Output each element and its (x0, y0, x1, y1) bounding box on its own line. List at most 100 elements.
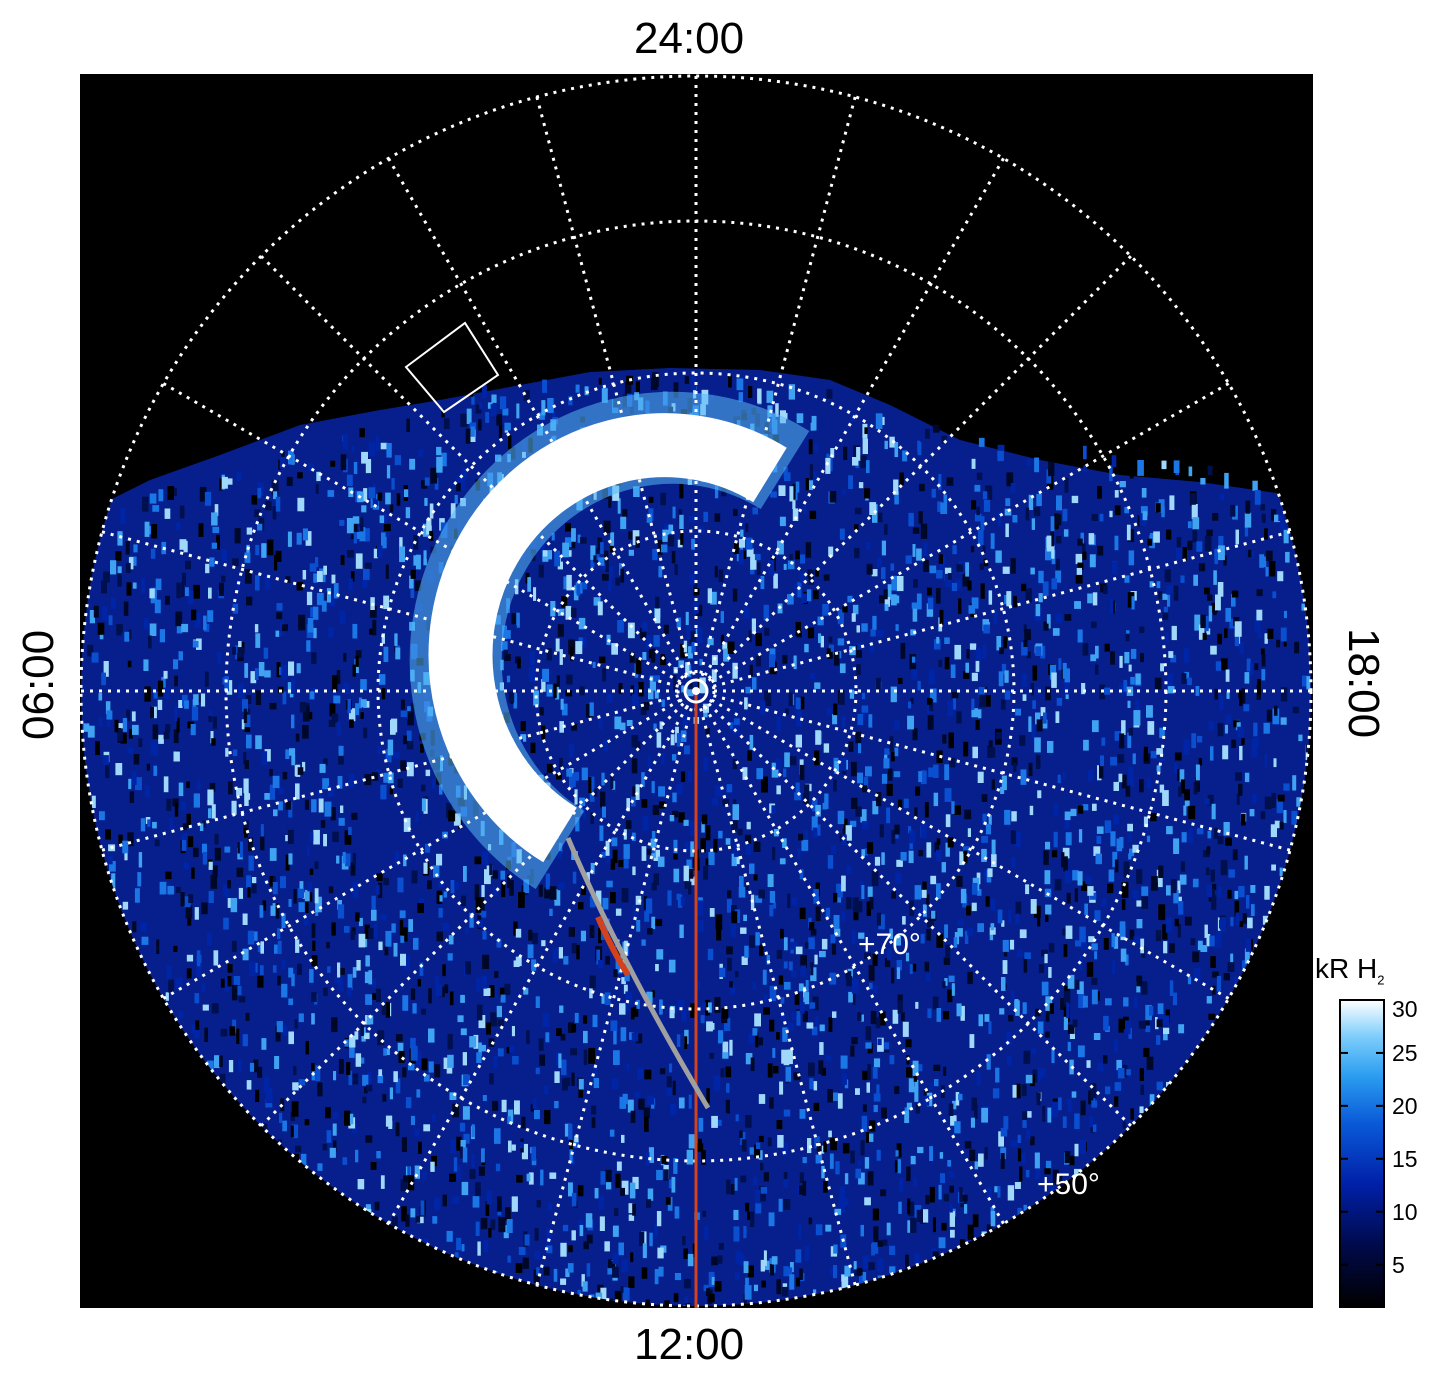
emission-pixel (407, 711, 414, 726)
emission-pixel (780, 928, 784, 939)
emission-pixel (425, 843, 431, 853)
emission-pixel (1056, 698, 1063, 706)
emission-pixel (802, 1157, 807, 1164)
emission-pixel (696, 920, 704, 933)
emission-pixel (1093, 846, 1101, 856)
emission-pixel (242, 913, 248, 925)
emission-pixel (665, 1197, 671, 1205)
emission-pixel (554, 1101, 559, 1109)
emission-pixel (1165, 917, 1172, 933)
emission-pixel (1024, 629, 1031, 641)
emission-pixel (733, 718, 740, 726)
emission-pixel (508, 691, 515, 703)
emission-pixel (1022, 1111, 1028, 1124)
emission-pixel (375, 884, 380, 895)
emission-pixel (802, 1011, 808, 1022)
emission-pixel (199, 823, 204, 831)
emission-pixel (876, 792, 882, 807)
emission-pixel (1146, 778, 1151, 789)
emission-pixel (598, 960, 604, 969)
emission-pixel (1244, 672, 1250, 684)
emission-pixel (347, 699, 351, 714)
emission-pixel (479, 1044, 486, 1052)
emission-pixel (855, 1088, 860, 1095)
emission-pixel (544, 1110, 551, 1125)
emission-pixel (1014, 1182, 1021, 1189)
emission-pixel (237, 842, 241, 854)
emission-pixel (762, 969, 767, 985)
emission-pixel (918, 771, 923, 783)
emission-pixel (623, 984, 628, 994)
emission-pixel (1025, 884, 1030, 895)
emission-pixel (494, 971, 499, 978)
emission-pixel (492, 1100, 499, 1111)
emission-pixel (578, 617, 586, 630)
emission-pixel (621, 1259, 628, 1273)
emission-pixel (231, 940, 237, 952)
emission-pixel (813, 889, 819, 904)
emission-pixel (307, 711, 313, 720)
emission-pixel (864, 427, 868, 434)
emission-pixel (604, 1241, 610, 1252)
emission-pixel (686, 689, 694, 697)
emission-pixel (423, 1074, 430, 1082)
emission-pixel (792, 497, 796, 509)
emission-pixel (728, 375, 732, 388)
emission-pixel (925, 428, 930, 439)
emission-pixel (600, 562, 608, 570)
emission-pixel (378, 1069, 383, 1076)
emission-pixel (702, 1210, 707, 1217)
emission-pixel (685, 611, 689, 625)
emission-pixel (626, 720, 633, 726)
emission-pixel (1104, 820, 1112, 833)
emission-pixel (803, 986, 807, 998)
emission-pixel (1036, 719, 1043, 732)
emission-pixel (872, 1067, 878, 1079)
emission-pixel (1143, 816, 1148, 827)
emission-pixel (481, 975, 488, 989)
emission-pixel (299, 881, 304, 889)
emission-pixel (211, 1003, 219, 1014)
emission-pixel (376, 873, 383, 882)
emission-pixel (403, 817, 411, 832)
emission-pixel (984, 1014, 990, 1022)
emission-pixel (533, 1269, 540, 1283)
emission-pixel (355, 912, 360, 922)
emission-pixel (761, 776, 768, 793)
emission-pixel (111, 873, 116, 889)
emission-pixel (703, 866, 709, 880)
emission-pixel (149, 623, 157, 636)
emission-pixel (932, 996, 939, 1010)
emission-pixel (876, 912, 881, 926)
emission-pixel (1019, 1166, 1023, 1182)
emission-pixel (1025, 1170, 1030, 1178)
emission-pixel (1001, 775, 1007, 791)
emission-pixel (275, 496, 281, 512)
emission-pixel (157, 699, 163, 710)
emission-pixel (861, 623, 868, 632)
emission-pixel (673, 853, 678, 860)
emission-pixel (892, 1009, 899, 1024)
emission-pixel (283, 1026, 288, 1036)
emission-pixel (319, 763, 326, 773)
emission-pixel (1037, 911, 1041, 927)
emission-pixel (789, 486, 794, 502)
emission-pixel (521, 1116, 526, 1129)
emission-pixel (1067, 1098, 1073, 1112)
emission-pixel (1099, 764, 1104, 779)
emission-pixel (848, 475, 853, 489)
emission-pixel (783, 563, 787, 570)
emission-pixel (286, 476, 293, 486)
emission-pixel (913, 1177, 917, 1187)
emission-pixel (943, 1066, 947, 1076)
emission-pixel (911, 669, 918, 680)
emission-pixel (900, 642, 906, 659)
emission-pixel (642, 652, 647, 660)
emission-pixel (247, 930, 255, 945)
emission-pixel (1225, 669, 1230, 682)
emission-pixel (243, 752, 247, 765)
emission-pixel (834, 651, 840, 666)
emission-pixel (755, 655, 761, 667)
emission-pixel (800, 965, 807, 977)
emission-pixel (1047, 741, 1054, 753)
